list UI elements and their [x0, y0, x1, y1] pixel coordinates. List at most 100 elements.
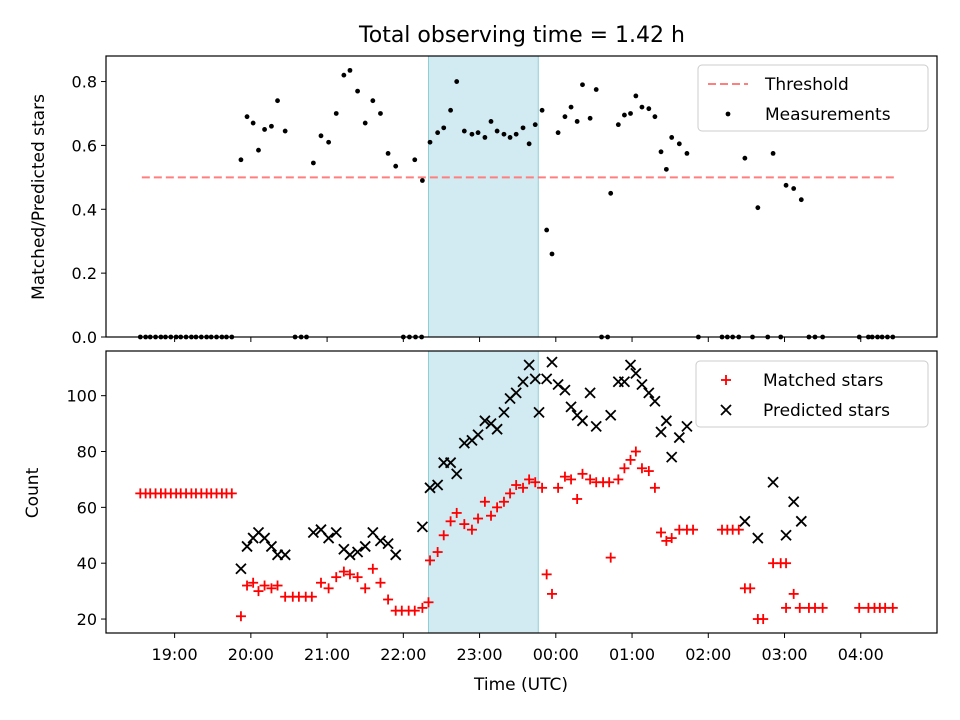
matched-star-point [661, 535, 672, 546]
measurement-point [628, 111, 633, 116]
predicted-star-point [517, 376, 529, 388]
measurement-point [507, 135, 513, 140]
predicted-marker-b [636, 378, 648, 391]
predicted-star-point [374, 535, 387, 547]
matched-star-point [781, 558, 792, 569]
x-tick-label: 23:00 [457, 645, 503, 664]
predicted-star-point [780, 529, 792, 541]
matched-star-point [432, 547, 443, 558]
predicted-star-point [795, 515, 807, 527]
predicted-star-point [344, 549, 356, 561]
measurement-point [282, 128, 288, 134]
matched-star-point [367, 563, 378, 574]
matched-star-point [553, 482, 564, 493]
predicted-marker-b [479, 415, 491, 427]
matched-star-point [688, 524, 699, 535]
matched-star-point [445, 516, 456, 527]
predicted-marker-b [374, 535, 387, 547]
predicted-marker-b [279, 549, 291, 561]
predicted-star-point [552, 378, 564, 391]
predicted-star-point [739, 515, 751, 527]
matched-star-point [331, 572, 342, 583]
matched-star-point [505, 488, 516, 499]
y-tick-label: 0.2 [72, 264, 97, 283]
predicted-star-point [636, 378, 648, 391]
predicted-star-point [618, 376, 631, 388]
predicted-marker-b [584, 387, 596, 399]
legend-box [697, 64, 929, 132]
matched-star-point [613, 474, 624, 485]
predicted-marker-b [416, 521, 429, 533]
measurement-point [622, 112, 627, 118]
bottom-observing-window-shade [427, 350, 539, 634]
measurement-point [256, 147, 261, 153]
measurement-point [412, 157, 418, 163]
predicted-marker-b [590, 420, 602, 433]
bottom-matched-points [135, 446, 898, 625]
measurement-point [798, 197, 804, 203]
measurement-point [310, 160, 316, 166]
measurement-point [633, 93, 639, 99]
matched-star-point [235, 611, 246, 622]
matched-star-point [511, 480, 522, 491]
predicted-marker-b [541, 373, 553, 385]
predicted-marker-b [258, 532, 271, 544]
bottom-axes-frame [105, 350, 938, 634]
predicted-marker-b [571, 409, 583, 421]
matched-star-point [272, 580, 283, 591]
predicted-marker-b [330, 526, 342, 539]
predicted-star-point [767, 476, 779, 488]
matched-star-point [643, 466, 654, 477]
matched-star-point [248, 577, 259, 588]
predicted-star-point [666, 451, 678, 463]
measurement-point [742, 155, 748, 161]
predicted-marker-b [485, 417, 497, 430]
predicted-marker-b [655, 426, 667, 438]
measurement-point [513, 131, 519, 137]
predicted-star-point [444, 457, 457, 469]
x-tick-label: 02:00 [685, 645, 731, 664]
matched-star-point [585, 474, 596, 485]
measurement-point [568, 104, 574, 110]
shaded-interval [427, 55, 539, 338]
y-tick-label: 80 [77, 443, 97, 462]
predicted-marker-b [307, 526, 320, 539]
bottom-x-ticks: 19:00 20:00 21:00 22:00 23:00 00:00 01:00 02:00… [152, 633, 884, 664]
matched-star-point [733, 524, 744, 535]
predicted-marker-b [780, 529, 792, 541]
matched-star-point [360, 583, 371, 594]
matched-star-point [409, 605, 420, 616]
matched-star-point [817, 602, 828, 613]
matched-star-point [425, 555, 436, 566]
measurement-point [318, 133, 324, 139]
measurement-point [355, 88, 360, 94]
y-tick-label: 100 [66, 387, 97, 406]
predicted-star-point [491, 423, 503, 435]
measurement-point [275, 98, 280, 104]
predicted-star-point [510, 387, 522, 399]
predicted-star-point [576, 415, 589, 427]
measurement-point [441, 125, 447, 131]
predicted-marker-b [630, 367, 642, 379]
matched-star-point [492, 502, 503, 513]
predicted-marker-b [649, 395, 661, 407]
matched-star-point [473, 513, 484, 524]
measurement-point [574, 119, 580, 124]
predicted-marker-b [472, 429, 484, 441]
predicted-marker-b [451, 468, 463, 480]
measurement-point [419, 178, 425, 183]
predicted-star-point [541, 373, 553, 385]
measurement-point [770, 150, 776, 156]
top-legend: Threshold Measurements [697, 64, 929, 132]
predicted-marker-b [315, 524, 327, 536]
predicted-marker-b [618, 376, 631, 388]
bottom-panel: 20 40 60 80 100 19:00 20:00 21:00 22:00 23:00 00:… [23, 350, 938, 695]
measurement-point [669, 135, 675, 140]
measurement-point [658, 149, 664, 155]
matched-star-point [498, 496, 509, 507]
shaded-interval [427, 350, 539, 634]
predicted-marker-b [265, 540, 278, 553]
predicted-marker-b [241, 540, 253, 553]
predicted-star-point [279, 549, 291, 561]
